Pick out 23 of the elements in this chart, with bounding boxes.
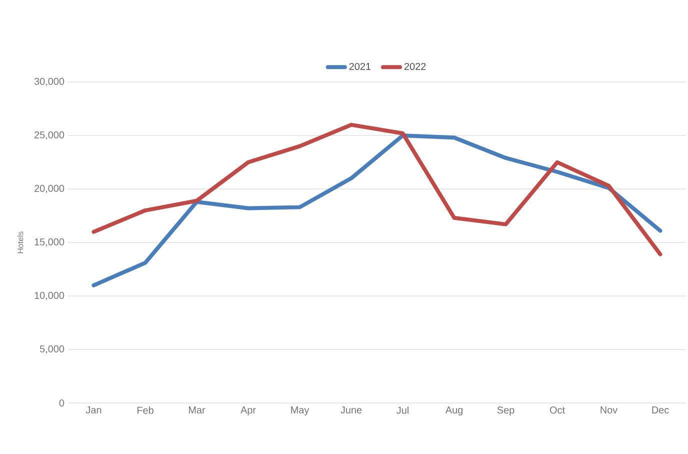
x-tick-label: May [291,406,310,416]
legend-label: 2022 [404,62,426,70]
y-tick-label: 15,000 [34,238,64,247]
y-tick-label: 0 [59,399,64,407]
x-tick-label: Jan [86,406,102,414]
x-tick-label: Aug [445,406,462,416]
line-series [92,134,662,288]
y-tick-label: 20,000 [34,184,64,194]
line-series [92,122,662,256]
y-tick-label: 5,000 [40,345,64,354]
y-tick-label: 30,000 [34,78,64,86]
y-tick-label: 10,000 [34,292,64,300]
x-tick-label: Dec [652,406,669,414]
legend-label: 2021 [349,62,371,70]
x-tick-label: Sep [497,406,514,416]
x-tick-label: Mar [188,406,206,414]
x-tick-label: Apr [240,406,256,416]
x-tick-label: Nov [600,406,618,414]
x-tick-label: Oct [550,406,565,414]
x-tick-label: Feb [137,406,154,414]
x-tick-label: June [340,406,362,414]
x-tick-label: Jul [396,406,408,414]
y-tick-label: 25,000 [34,131,64,140]
